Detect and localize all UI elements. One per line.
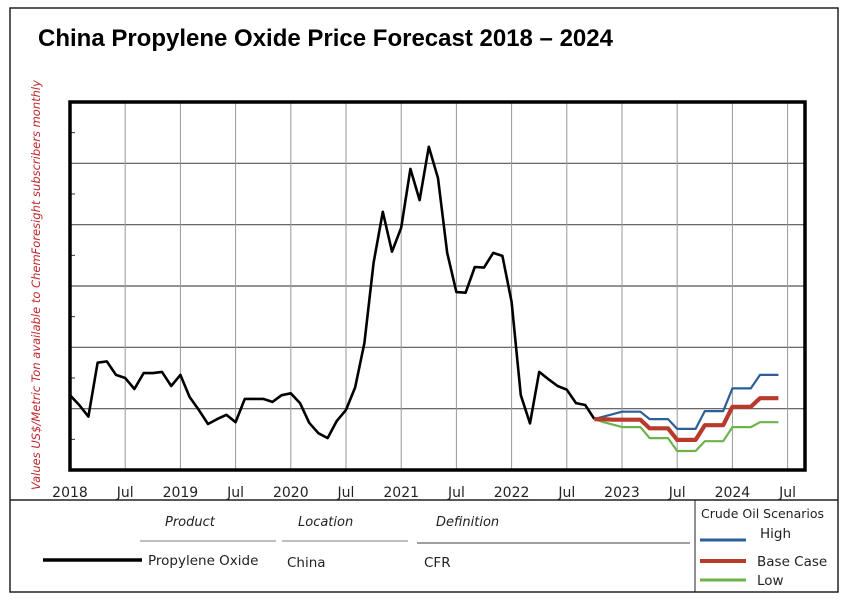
legend-header-product: Product	[165, 515, 216, 530]
x-tick-label: Jul	[447, 485, 465, 501]
x-tick-label: 2022	[494, 485, 530, 501]
x-tick-label: Jul	[116, 485, 134, 501]
legend-product: Propylene Oxide	[148, 553, 258, 569]
legend-low: Low	[757, 573, 784, 589]
legend-header-location: Location	[298, 515, 353, 530]
plot-frame	[68, 100, 807, 472]
x-tick-label: Jul	[778, 485, 796, 501]
legend-high: High	[760, 526, 791, 542]
x-tick-label: Jul	[557, 485, 575, 501]
y-axis-label: Values US$/Metric Ton available to ChemF…	[29, 80, 43, 490]
outer-frame	[9, 7, 839, 593]
x-tick-label: 2020	[273, 485, 309, 501]
x-ticks: 2018 Jul 2019 Jul 2020 Jul 2021 Jul 2022 Jul 2023 J…	[52, 485, 796, 501]
x-tick-label: 2018	[52, 485, 88, 501]
scenario-legend-title: Crude Oil Scenarios	[701, 506, 824, 521]
series-lines	[69, 145, 779, 453]
x-tick-label: 2021	[383, 485, 419, 501]
series-line-base-case	[594, 396, 779, 442]
x-tick-label: 2019	[163, 485, 199, 501]
legend-header-definition: Definition	[436, 515, 499, 530]
series-line-low	[594, 418, 779, 453]
legend-definition: CFR	[424, 555, 451, 571]
x-tick-label: 2023	[604, 485, 640, 501]
legend-location: China	[287, 555, 326, 571]
x-tick-label: Jul	[668, 485, 686, 501]
chart-title: China Propylene Oxide Price Forecast 201…	[38, 25, 614, 52]
series-line-propylene-oxide	[69, 145, 596, 440]
x-tick-label: 2024	[715, 485, 751, 501]
x-tick-label: Jul	[226, 485, 244, 501]
grid	[70, 102, 805, 470]
x-tick-label: Jul	[337, 485, 355, 501]
series-line-high	[594, 373, 779, 430]
legend-base-case: Base Case	[757, 554, 827, 570]
